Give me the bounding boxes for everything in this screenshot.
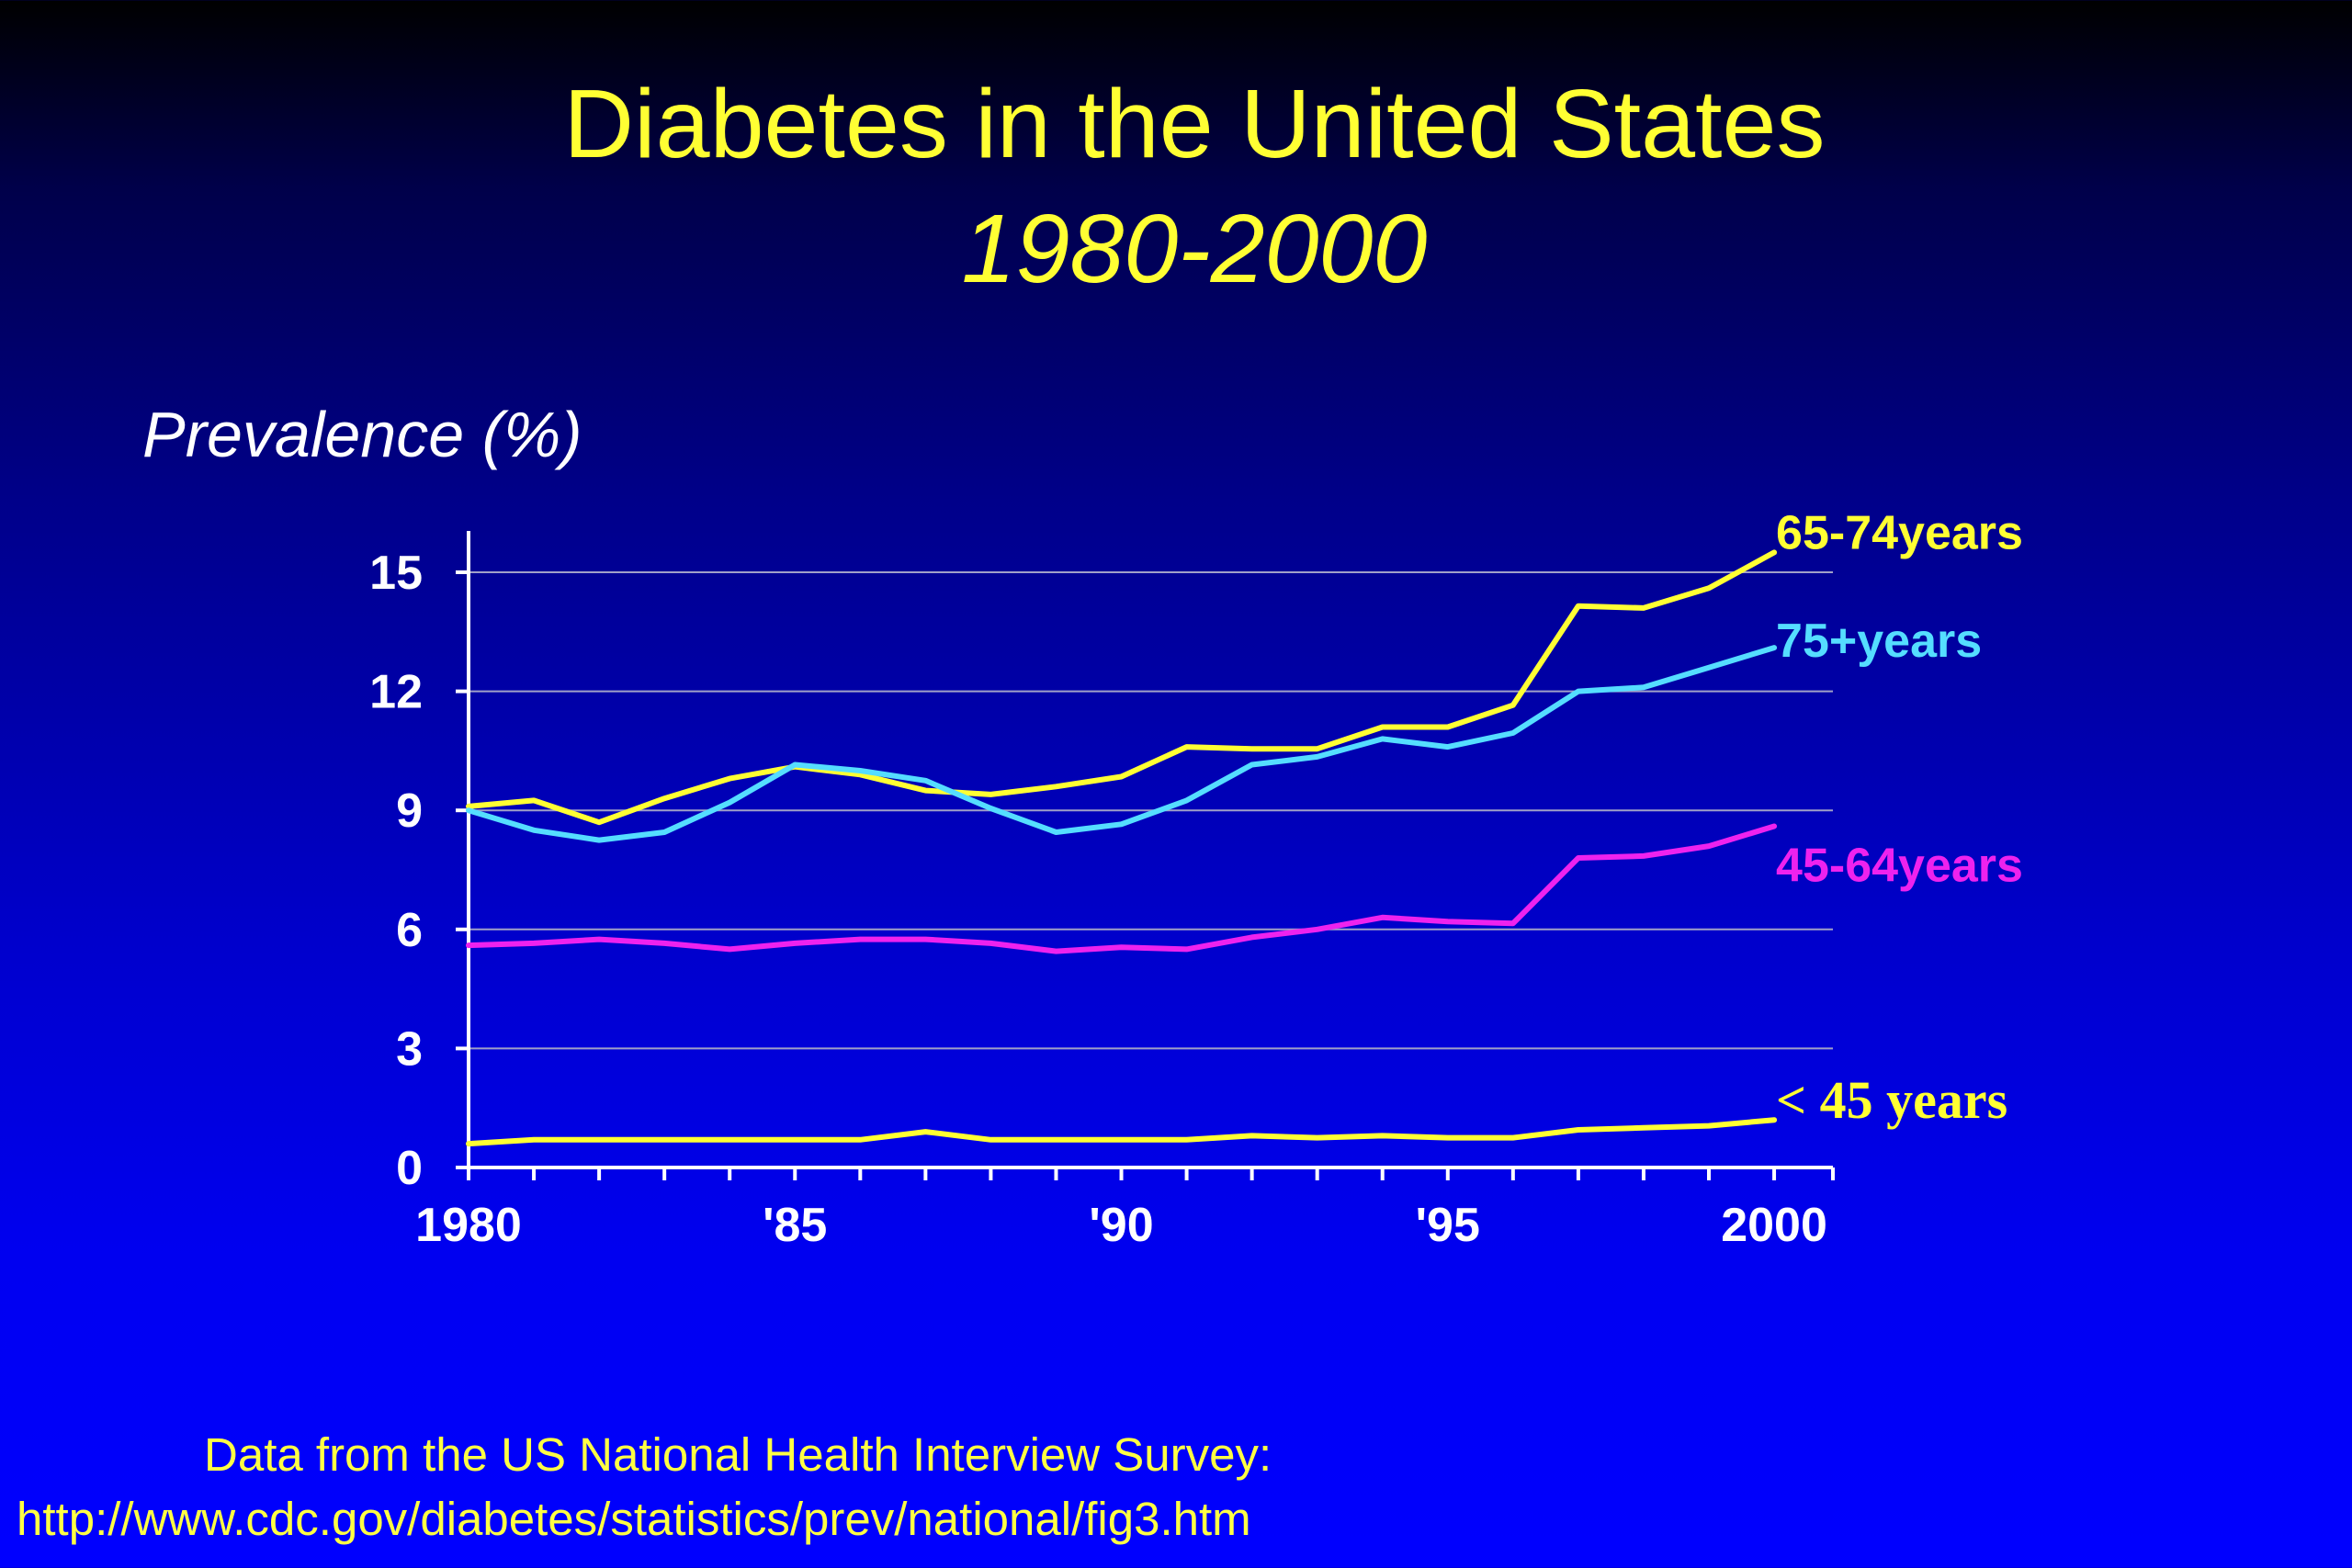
y-tick-label: 3	[396, 1022, 423, 1076]
chart-title: Diabetes in the United States	[563, 70, 1826, 178]
y-tick-label: 9	[396, 784, 423, 838]
series-lines	[466, 549, 1778, 1147]
x-tick-label: 1980	[415, 1199, 522, 1252]
series-line-2	[466, 823, 1778, 954]
footnote-url: http://www.cdc.gov/diabetes/statistics/p…	[17, 1493, 1251, 1545]
y-tick-label: 15	[369, 547, 423, 600]
series-label-2: 45-64years	[1776, 839, 2023, 892]
x-tick-label: 2000	[1721, 1199, 1827, 1252]
x-tick-label: '85	[763, 1199, 827, 1252]
footnote-source: Data from the US National Health Intervi…	[204, 1428, 1272, 1481]
axes: 0 3 6 9 12 15 1980 '85 '90 '95 2000	[369, 531, 1835, 1252]
y-axis-label: Prevalence (%)	[142, 399, 582, 470]
series-labels: 65-74years 75+years 45-64years < 45 years	[1776, 506, 2023, 1130]
gridlines	[469, 571, 1833, 1050]
series-line-1	[466, 645, 1778, 843]
chart-subtitle: 1980-2000	[961, 195, 1428, 303]
series-line-0	[466, 549, 1778, 826]
y-tick-label: 6	[396, 904, 423, 957]
series-label-1: 75+years	[1776, 615, 1982, 668]
x-tick-label: '95	[1416, 1199, 1480, 1252]
series-line-3	[466, 1117, 1778, 1147]
y-tick-label: 12	[369, 666, 423, 719]
series-label-3: < 45 years	[1776, 1070, 2007, 1130]
series-label-0: 65-74years	[1776, 506, 2023, 559]
x-tick-label: '90	[1089, 1199, 1153, 1252]
y-tick-label: 0	[396, 1142, 423, 1195]
